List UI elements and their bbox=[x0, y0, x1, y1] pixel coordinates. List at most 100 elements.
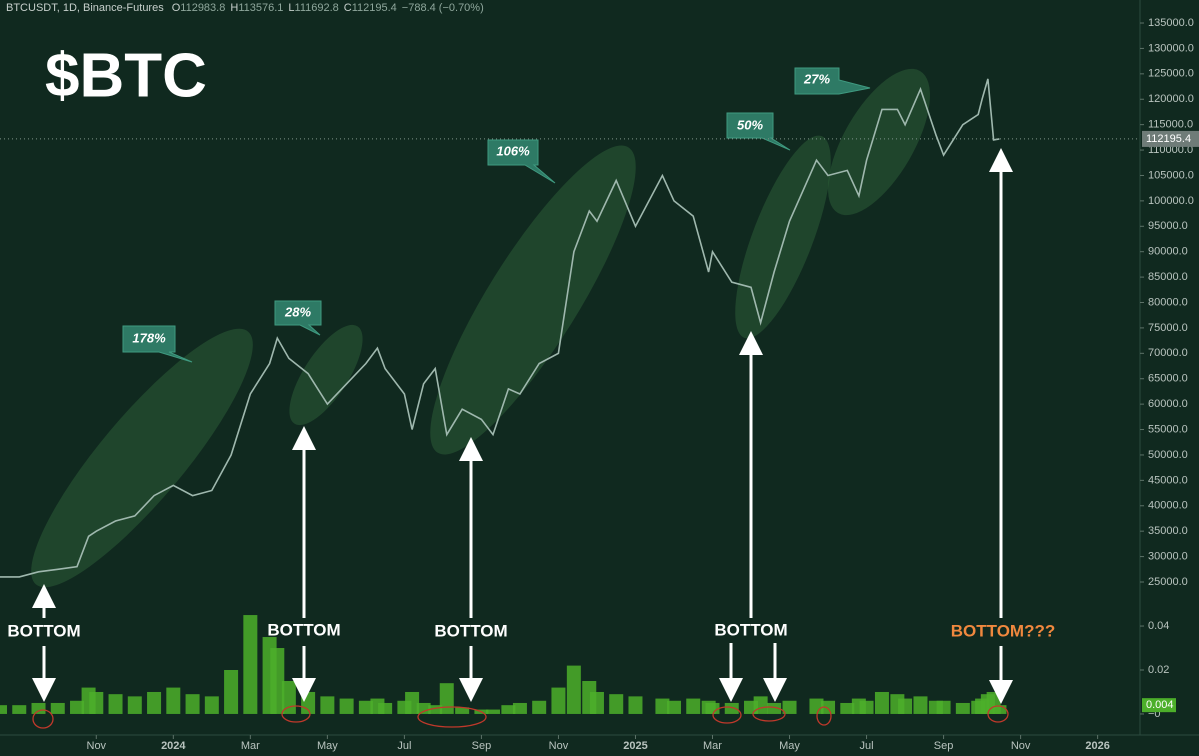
y-tick-label: 60000.0 bbox=[1148, 398, 1188, 410]
volume-bar bbox=[127, 696, 142, 714]
x-tick-label: Sep bbox=[472, 740, 492, 752]
volume-bar bbox=[50, 702, 65, 714]
last-price-badge bbox=[1142, 130, 1199, 147]
y-tick-label: 65000.0 bbox=[1148, 373, 1188, 385]
circle bbox=[987, 705, 1009, 723]
volume-bar bbox=[955, 702, 970, 714]
volume-bar bbox=[753, 696, 768, 714]
volume-bar bbox=[936, 700, 951, 714]
bottom-arrows: BOTTOM BOTTOM BOTTOM BOTTOM BOTTOM??? bbox=[7, 148, 1055, 704]
x-tick-label: Nov bbox=[1011, 740, 1031, 752]
y-tick-label: 40000.0 bbox=[1148, 500, 1188, 512]
volume-bar bbox=[512, 702, 527, 714]
last-price-label: 112195.4 bbox=[1146, 133, 1191, 145]
volume-bar bbox=[992, 705, 1007, 714]
x-tick-label: May bbox=[317, 740, 338, 752]
volume-bar bbox=[609, 694, 624, 714]
circle bbox=[417, 706, 487, 728]
gain-label: 178% bbox=[132, 330, 166, 345]
volume-bar bbox=[439, 683, 454, 714]
volume-bar bbox=[566, 665, 581, 714]
y-tick-label: 35000.0 bbox=[1148, 525, 1188, 537]
volume-bar bbox=[416, 702, 431, 714]
volume-bar bbox=[589, 691, 604, 714]
y-tick-label: 105000.0 bbox=[1148, 169, 1194, 181]
volume-bar bbox=[0, 705, 7, 714]
volume-bar bbox=[485, 709, 500, 714]
price-line bbox=[0, 78, 1000, 578]
circle bbox=[752, 706, 786, 722]
symbol: BTCUSDT, 1D, Binance-Futures bbox=[6, 2, 164, 14]
l-label: L bbox=[288, 2, 294, 14]
volume-bar bbox=[147, 691, 162, 714]
y-tick-label: 30000.0 bbox=[1148, 550, 1188, 562]
volume-bar bbox=[224, 670, 239, 714]
volume-bar bbox=[339, 698, 354, 714]
volume-bar bbox=[185, 694, 200, 714]
x-tick-label: May bbox=[779, 740, 800, 752]
x-tick-label: Mar bbox=[703, 740, 722, 752]
x-tick-label: Nov bbox=[549, 740, 569, 752]
volume-bar bbox=[320, 696, 335, 714]
y-tick-label: 125000.0 bbox=[1148, 68, 1194, 80]
plot bbox=[0, 78, 1007, 714]
y-tick-label: 50000.0 bbox=[1148, 449, 1188, 461]
ellipse bbox=[828, 68, 930, 216]
y-tick-label: 85000.0 bbox=[1148, 271, 1188, 283]
volume-bar bbox=[859, 700, 874, 714]
volume-bar bbox=[840, 702, 855, 714]
x-tick-label: Jul bbox=[860, 740, 874, 752]
volume-bar bbox=[767, 702, 782, 714]
circle bbox=[712, 706, 742, 724]
volume-bar bbox=[821, 700, 836, 714]
volume-bar bbox=[428, 705, 443, 714]
volume-bar bbox=[378, 702, 393, 714]
h-label: H bbox=[230, 2, 238, 14]
y-tick-label: 90000.0 bbox=[1148, 246, 1188, 258]
gain-label: 50% bbox=[737, 117, 763, 132]
gain-label: 106% bbox=[496, 143, 530, 158]
bubble bbox=[794, 67, 871, 95]
y-tick-label: 25000.0 bbox=[1148, 576, 1188, 588]
volume-bar bbox=[270, 648, 285, 714]
volume-bar bbox=[874, 691, 889, 714]
y-tick-label: 70000.0 bbox=[1148, 347, 1188, 359]
y-tick-label: 120000.0 bbox=[1148, 93, 1194, 105]
c-label: C bbox=[344, 2, 352, 14]
volume-bar bbox=[782, 700, 797, 714]
volume-bar bbox=[628, 696, 643, 714]
volume-bar bbox=[913, 696, 928, 714]
volume-bar bbox=[70, 700, 85, 714]
o-label: O bbox=[172, 2, 181, 14]
low: 111692.8 bbox=[295, 2, 339, 14]
gain-label: 27% bbox=[803, 71, 830, 86]
high: 113576.1 bbox=[238, 2, 283, 14]
title: $BTC bbox=[45, 41, 207, 110]
x-tick-label: 2026 bbox=[1085, 740, 1109, 752]
volume-bar bbox=[243, 615, 258, 714]
y-tick-label: 130000.0 bbox=[1148, 42, 1194, 54]
x-tick-label: 2024 bbox=[161, 740, 186, 752]
y-tick-label: 75000.0 bbox=[1148, 322, 1188, 334]
y-tick-label: 95000.0 bbox=[1148, 220, 1188, 232]
volume-bar bbox=[532, 700, 547, 714]
volume-bar bbox=[166, 687, 181, 714]
volume-circles bbox=[32, 705, 1009, 729]
ellipse bbox=[735, 135, 831, 339]
volume-bar bbox=[108, 694, 123, 714]
y-tick-label: 115000.0 bbox=[1148, 119, 1193, 131]
bubble bbox=[122, 325, 193, 363]
bottom-label: BOTTOM bbox=[714, 620, 787, 639]
bubble bbox=[726, 112, 791, 151]
volume-bar bbox=[724, 702, 739, 714]
volume-badge bbox=[1142, 698, 1176, 713]
volume-bar bbox=[358, 700, 373, 714]
ellipse bbox=[289, 324, 363, 426]
volume-bar bbox=[12, 705, 27, 714]
y2-tick-label: 0.04 bbox=[1148, 620, 1169, 632]
y-tick-label: 100000.0 bbox=[1148, 195, 1194, 207]
volume-bar bbox=[666, 700, 681, 714]
